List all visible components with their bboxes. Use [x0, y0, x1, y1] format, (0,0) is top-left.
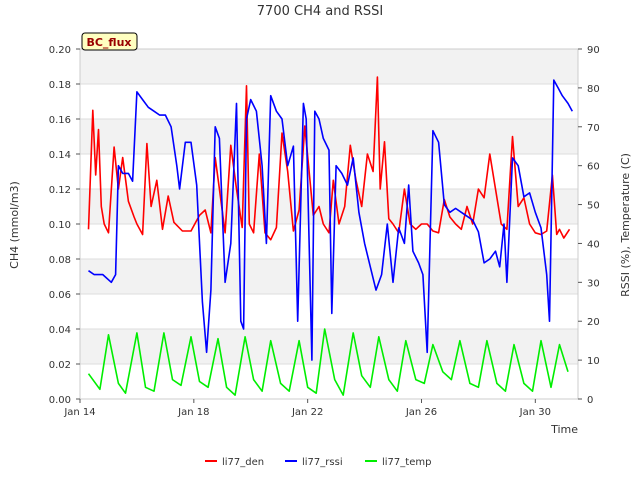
- y2-tick-label: 80: [587, 84, 600, 95]
- x-tick-label: Jan 18: [177, 407, 209, 418]
- y-tick-label: 0.04: [49, 325, 71, 336]
- series-line-li77-den: [87, 76, 571, 241]
- series-lines: [87, 76, 574, 396]
- y-tick-label: 0.06: [49, 290, 71, 301]
- x-axis-label: Time: [550, 423, 578, 436]
- background-band: [80, 49, 578, 84]
- legend-label: li77_temp: [382, 457, 431, 468]
- y-axis-label: CH4 (mmol/m3): [8, 181, 21, 269]
- y-tick-label: 0.02: [49, 360, 71, 371]
- y-tick-label: 0.00: [49, 395, 71, 406]
- y2-tick-label: 0: [587, 395, 593, 406]
- y2-tick-label: 70: [587, 123, 600, 134]
- background-band: [80, 329, 578, 364]
- y2-tick-label: 30: [587, 278, 600, 289]
- y-tick-label: 0.20: [49, 45, 71, 56]
- y-tick-label: 0.14: [49, 150, 71, 161]
- x-tick-label: Jan 26: [405, 407, 437, 418]
- y-tick-label: 0.16: [49, 115, 71, 126]
- legend: li77_den li77_rssi li77_temp: [205, 457, 431, 468]
- y2-axis-ticks: 0 10 20 30 40 50 60 70 80 90: [578, 45, 600, 406]
- y-tick-label: 0.12: [49, 185, 71, 196]
- background-band: [80, 119, 578, 154]
- background-band: [80, 259, 578, 294]
- y2-tick-label: 40: [587, 239, 600, 250]
- y-tick-label: 0.18: [49, 80, 71, 91]
- background-band: [80, 364, 578, 399]
- x-tick-label: Jan 22: [291, 407, 323, 418]
- series-line-li77-rssi: [88, 79, 574, 361]
- background-band: [80, 84, 578, 119]
- series-line-li77-temp: [87, 328, 569, 396]
- y2-axis-label: RSSI (%), Temperature (C): [619, 153, 632, 297]
- y-tick-label: 0.08: [49, 255, 71, 266]
- badge: BC_flux: [81, 32, 138, 51]
- y2-tick-label: 20: [587, 317, 600, 328]
- x-tick-label: Jan 14: [63, 407, 95, 418]
- legend-label: li77_den: [222, 457, 264, 468]
- badge-box: [81, 32, 138, 51]
- y2-tick-label: 50: [587, 201, 600, 212]
- chart-title: 7700 CH4 and RSSI: [257, 4, 383, 19]
- x-tick-label: Jan 30: [519, 407, 551, 418]
- y-tick-label: 0.10: [49, 220, 71, 231]
- y2-tick-label: 10: [587, 356, 600, 367]
- legend-label: li77_rssi: [302, 457, 343, 468]
- y-axis-ticks: 0.00 0.02 0.04 0.06 0.08 0.10 0.12 0.14 0.16 0.18…: [49, 45, 80, 406]
- y2-tick-label: 90: [587, 45, 600, 56]
- plot-background-bands: [80, 49, 578, 399]
- y2-tick-label: 60: [587, 162, 600, 173]
- badge-label: BC_flux: [86, 36, 131, 49]
- x-axis-ticks: Jan 14 Jan 18 Jan 22 Jan 26 Jan 30: [63, 399, 551, 418]
- background-band: [80, 294, 578, 329]
